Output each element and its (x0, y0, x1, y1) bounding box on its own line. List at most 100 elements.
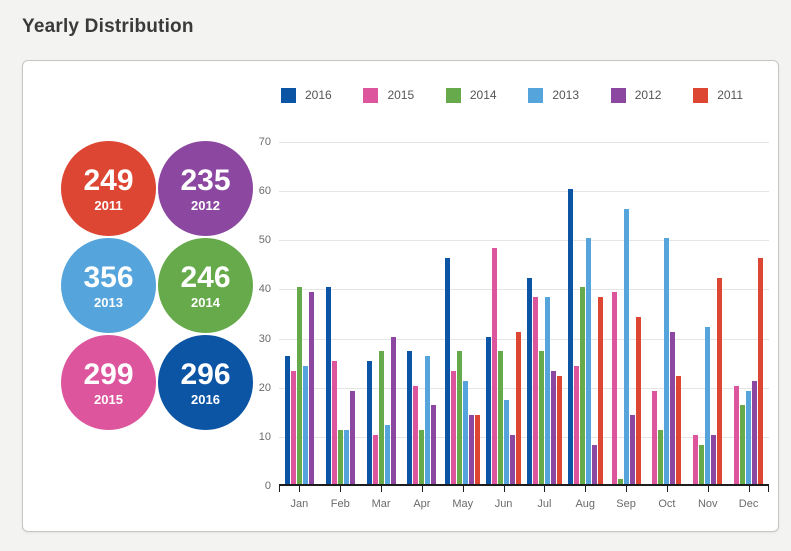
bar-2013-Feb[interactable] (343, 429, 349, 484)
bar-2015-Sep[interactable] (611, 292, 617, 484)
bar-2014-Nov[interactable] (699, 444, 705, 484)
bar-2015-Jun[interactable] (492, 248, 498, 484)
circle-year: 2011 (94, 197, 123, 213)
bar-2015-Mar[interactable] (372, 434, 378, 484)
bar-2012-May[interactable] (469, 415, 475, 484)
bar-2013-Jun[interactable] (504, 400, 510, 484)
bar-2016-Feb[interactable] (325, 287, 331, 484)
chart-legend: 2016 2015 2014 2013 2012 2011 (281, 87, 743, 103)
bar-2013-Mar[interactable] (384, 425, 390, 484)
bar-2013-Sep[interactable] (623, 208, 629, 484)
bar-2012-Jun[interactable] (510, 434, 516, 484)
bar-2013-Dec[interactable] (746, 390, 752, 484)
bar-2014-Jul[interactable] (538, 351, 544, 484)
legend-item-2015[interactable]: 2015 (363, 87, 414, 103)
circle-value: 296 (180, 357, 231, 391)
y-axis-label-20: 20 (258, 381, 271, 394)
bar-2016-Jun[interactable] (486, 336, 492, 484)
bar-2014-Feb[interactable] (337, 429, 343, 484)
bar-2013-May[interactable] (463, 380, 469, 484)
legend-item-2011[interactable]: 2011 (693, 87, 743, 103)
circle-year: 2014 (191, 294, 220, 310)
bar-2013-Jul[interactable] (544, 297, 550, 484)
bar-group-Nov (687, 142, 728, 484)
x-axis-label-Jan: Jan (290, 498, 309, 510)
bar-2012-Nov[interactable] (711, 434, 717, 484)
bar-2014-Sep[interactable] (617, 479, 623, 484)
bar-2014-Aug[interactable] (579, 287, 585, 484)
bar-2011-May[interactable] (475, 415, 481, 484)
legend-swatch-2016 (281, 87, 296, 103)
bar-2011-Jun[interactable] (516, 331, 522, 484)
bar-2016-Apr[interactable] (407, 351, 413, 484)
legend-item-2013[interactable]: 2013 (528, 87, 579, 103)
circle-value: 249 (83, 163, 134, 197)
x-axis-label-Nov: Nov (697, 498, 718, 510)
bar-2012-Oct[interactable] (670, 331, 676, 484)
bar-2015-Jul[interactable] (532, 297, 538, 484)
bar-2015-Aug[interactable] (573, 366, 579, 484)
bar-group-Jun (483, 142, 524, 484)
bar-2014-Apr[interactable] (419, 429, 425, 484)
y-axis-label-50: 50 (258, 234, 271, 247)
bar-2015-Nov[interactable] (693, 434, 699, 484)
y-axis-label-70: 70 (258, 136, 271, 148)
bar-2014-Jun[interactable] (498, 351, 504, 484)
bar-2012-Jan[interactable] (308, 292, 314, 484)
bar-2012-Apr[interactable] (431, 405, 437, 484)
bar-2011-Sep[interactable] (635, 316, 641, 484)
bar-group-Feb (320, 142, 361, 484)
y-axis-label-0: 0 (264, 480, 271, 492)
bar-2011-Oct[interactable] (676, 375, 682, 484)
circle-value: 235 (180, 163, 231, 197)
legend-swatch-2012 (610, 87, 626, 103)
bar-2011-Jul[interactable] (556, 375, 562, 484)
y-axis-label-60: 60 (258, 185, 271, 198)
bar-2016-Jan[interactable] (284, 356, 290, 484)
x-axis-label-Mar: Mar (371, 498, 391, 510)
bar-group-Jan (279, 142, 320, 484)
bar-2012-Aug[interactable] (591, 444, 597, 484)
x-axis-label-May: May (452, 498, 474, 510)
bar-2012-Jul[interactable] (550, 370, 556, 484)
circle-value: 246 (180, 260, 231, 294)
bar-2016-Jul[interactable] (526, 277, 532, 484)
bar-2015-Apr[interactable] (413, 385, 419, 484)
legend-item-2016[interactable]: 2016 (281, 87, 332, 103)
year-total-circle-2014: 246 2014 (158, 238, 253, 333)
x-axis-end-tick-right (768, 486, 769, 492)
bar-2012-Dec[interactable] (752, 380, 758, 484)
bar-2015-Feb[interactable] (331, 361, 337, 484)
bar-2016-Mar[interactable] (366, 361, 372, 484)
bar-2016-May[interactable] (445, 257, 451, 484)
bar-2015-May[interactable] (451, 370, 457, 484)
bar-2013-Nov[interactable] (705, 326, 711, 484)
bar-2011-Dec[interactable] (758, 257, 764, 484)
bar-2012-Feb[interactable] (349, 390, 355, 484)
legend-item-2012[interactable]: 2012 (610, 87, 661, 103)
bar-2013-Apr[interactable] (425, 356, 431, 484)
bar-2011-Nov[interactable] (717, 277, 723, 484)
page-title: Yearly Distribution (22, 16, 194, 37)
bar-2015-Oct[interactable] (652, 390, 658, 484)
bar-2013-Aug[interactable] (585, 238, 591, 484)
legend-label: 2016 (305, 88, 332, 102)
bar-2013-Oct[interactable] (664, 238, 670, 484)
legend-item-2014[interactable]: 2014 (445, 87, 497, 103)
bar-2011-Aug[interactable] (597, 297, 603, 484)
x-axis-label-Dec: Dec (738, 498, 759, 510)
bar-2013-Jan[interactable] (302, 366, 308, 484)
bar-2016-Aug[interactable] (567, 189, 573, 484)
bar-2014-Jan[interactable] (296, 287, 302, 484)
bar-2014-May[interactable] (457, 351, 463, 484)
x-axis-label-Jul: Jul (537, 498, 552, 510)
bar-2012-Sep[interactable] (629, 415, 635, 484)
bar-2014-Dec[interactable] (740, 405, 746, 484)
bar-2015-Dec[interactable] (734, 385, 740, 484)
x-axis-tick-May (462, 486, 464, 492)
bar-2015-Jan[interactable] (290, 370, 296, 484)
bar-2012-Mar[interactable] (390, 336, 396, 484)
bar-2014-Oct[interactable] (658, 429, 664, 484)
bar-2014-Mar[interactable] (378, 351, 384, 484)
